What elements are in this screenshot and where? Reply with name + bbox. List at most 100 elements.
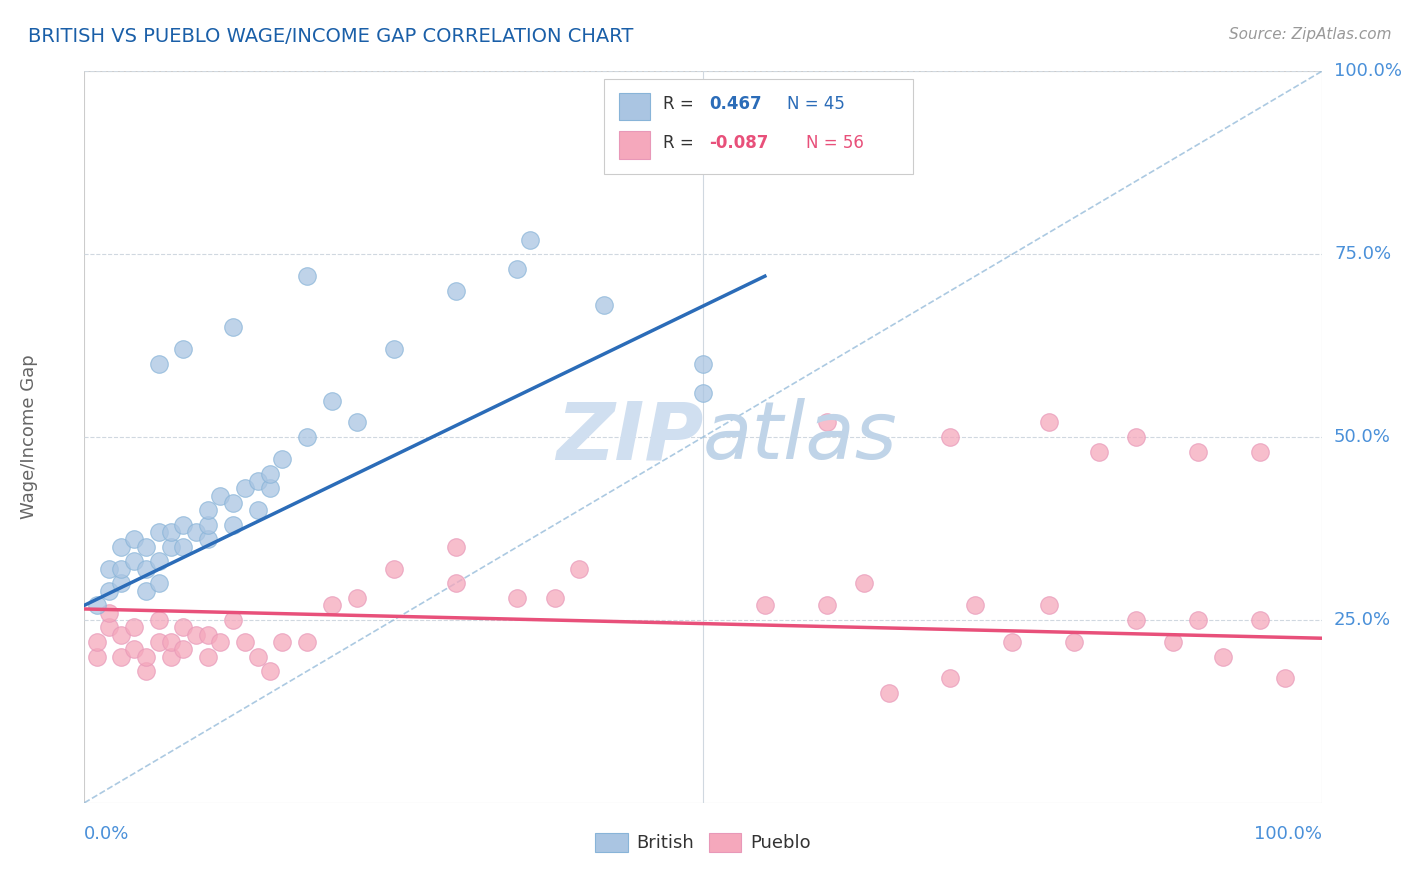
Point <box>271 452 294 467</box>
Point <box>160 635 183 649</box>
Point <box>122 533 145 547</box>
Point <box>506 591 529 605</box>
Point <box>135 664 157 678</box>
Point <box>1038 416 1060 430</box>
Point <box>1187 444 1209 458</box>
Point <box>444 576 467 591</box>
Point <box>148 576 170 591</box>
Text: 75.0%: 75.0% <box>1334 245 1391 263</box>
Point <box>222 496 245 510</box>
Point <box>259 664 281 678</box>
Point <box>1274 672 1296 686</box>
Point <box>122 554 145 568</box>
Point <box>877 686 900 700</box>
Point <box>86 649 108 664</box>
Point <box>172 540 194 554</box>
Point <box>259 467 281 481</box>
Point <box>197 517 219 532</box>
Point <box>246 503 269 517</box>
Point <box>184 525 207 540</box>
Point <box>233 635 256 649</box>
Text: 100.0%: 100.0% <box>1254 825 1322 843</box>
Text: 0.467: 0.467 <box>709 95 762 113</box>
Point <box>246 474 269 488</box>
Point <box>295 430 318 444</box>
Point <box>110 649 132 664</box>
Point <box>506 261 529 276</box>
Point <box>246 649 269 664</box>
Point <box>172 517 194 532</box>
Point <box>222 613 245 627</box>
Text: 25.0%: 25.0% <box>1334 611 1391 629</box>
Point <box>135 540 157 554</box>
Point <box>1125 613 1147 627</box>
Point <box>110 576 132 591</box>
Point <box>197 627 219 641</box>
Text: R =: R = <box>664 134 699 152</box>
Point <box>1161 635 1184 649</box>
Point <box>160 525 183 540</box>
Point <box>1001 635 1024 649</box>
Text: atlas: atlas <box>703 398 898 476</box>
Point <box>1249 613 1271 627</box>
Point <box>295 269 318 284</box>
Point <box>568 562 591 576</box>
Point <box>197 649 219 664</box>
Point <box>148 525 170 540</box>
Point <box>939 430 962 444</box>
Bar <box>619 93 650 120</box>
Point <box>1038 599 1060 613</box>
Point <box>222 517 245 532</box>
Point <box>1125 430 1147 444</box>
Point <box>233 481 256 495</box>
Text: 100.0%: 100.0% <box>1334 62 1402 80</box>
Point <box>172 620 194 634</box>
Point <box>172 343 194 357</box>
Point <box>346 591 368 605</box>
Text: -0.087: -0.087 <box>709 134 769 152</box>
Point <box>852 576 875 591</box>
Point <box>110 627 132 641</box>
Point <box>110 540 132 554</box>
Text: 50.0%: 50.0% <box>1334 428 1391 446</box>
Point <box>382 343 405 357</box>
Text: Source: ZipAtlas.com: Source: ZipAtlas.com <box>1229 27 1392 42</box>
Text: BRITISH VS PUEBLO WAGE/INCOME GAP CORRELATION CHART: BRITISH VS PUEBLO WAGE/INCOME GAP CORREL… <box>28 27 634 45</box>
Point <box>135 649 157 664</box>
Bar <box>619 131 650 159</box>
Point <box>1187 613 1209 627</box>
Point <box>184 627 207 641</box>
Point <box>295 635 318 649</box>
Text: N = 45: N = 45 <box>787 95 845 113</box>
Point <box>754 599 776 613</box>
Point <box>98 620 121 634</box>
Point <box>98 583 121 598</box>
Point <box>382 562 405 576</box>
Point <box>122 642 145 657</box>
Point <box>172 642 194 657</box>
Point <box>444 284 467 298</box>
Point <box>160 649 183 664</box>
Text: N = 56: N = 56 <box>806 134 863 152</box>
Text: R =: R = <box>664 95 699 113</box>
Point <box>321 599 343 613</box>
Point <box>939 672 962 686</box>
Point <box>160 540 183 554</box>
Point <box>271 635 294 649</box>
Point <box>98 562 121 576</box>
Point <box>148 357 170 371</box>
Text: Wage/Income Gap: Wage/Income Gap <box>20 355 38 519</box>
Point <box>209 635 232 649</box>
Point <box>148 635 170 649</box>
FancyBboxPatch shape <box>605 78 914 174</box>
Point <box>692 386 714 401</box>
Point <box>259 481 281 495</box>
Point <box>148 554 170 568</box>
Text: ZIP: ZIP <box>555 398 703 476</box>
Text: 0.0%: 0.0% <box>84 825 129 843</box>
Point <box>135 562 157 576</box>
Point <box>593 298 616 312</box>
Point <box>222 320 245 334</box>
Point <box>1249 444 1271 458</box>
Point <box>519 233 541 247</box>
